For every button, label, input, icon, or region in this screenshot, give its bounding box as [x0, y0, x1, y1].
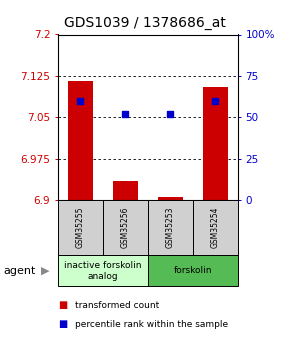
Point: [78, 98, 83, 104]
Text: GSM35256: GSM35256: [121, 207, 130, 248]
Text: ▶: ▶: [41, 266, 49, 276]
Text: ■: ■: [58, 300, 67, 310]
Bar: [148, 200, 193, 255]
Text: transformed count: transformed count: [75, 301, 160, 310]
Text: GSM35254: GSM35254: [211, 207, 220, 248]
Text: ■: ■: [58, 319, 67, 329]
Text: GSM35255: GSM35255: [76, 207, 85, 248]
Point: [168, 111, 173, 117]
Bar: [103, 200, 148, 255]
Text: percentile rank within the sample: percentile rank within the sample: [75, 320, 229, 329]
Text: inactive forskolin
analog: inactive forskolin analog: [64, 261, 142, 280]
Bar: [193, 200, 238, 255]
Bar: [148, 255, 238, 286]
Bar: [158, 197, 183, 200]
Point: [123, 111, 128, 117]
Text: GDS1039 / 1378686_at: GDS1039 / 1378686_at: [64, 16, 226, 30]
Point: [213, 98, 218, 104]
Bar: [203, 87, 228, 200]
Text: agent: agent: [3, 266, 35, 276]
Bar: [58, 255, 148, 286]
Bar: [113, 181, 138, 200]
Text: forskolin: forskolin: [174, 266, 212, 275]
Bar: [68, 81, 93, 200]
Text: GSM35253: GSM35253: [166, 207, 175, 248]
Bar: [58, 200, 103, 255]
